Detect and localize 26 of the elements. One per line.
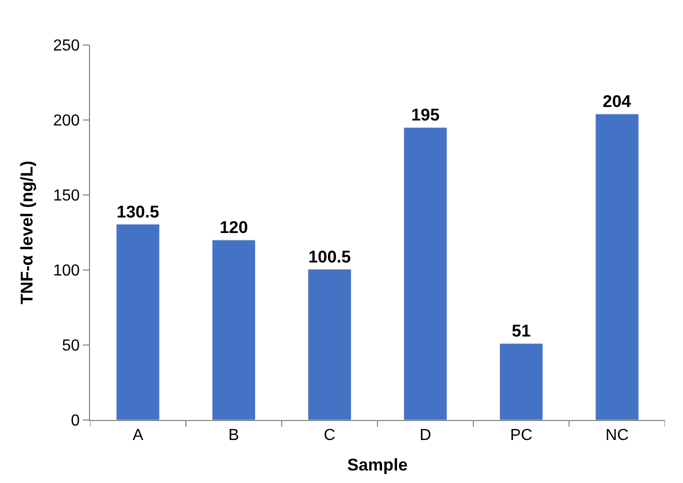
bar [499,343,544,420]
bar [404,127,448,420]
x-tick-label: D [420,427,432,444]
x-axis-title: Sample [347,456,408,475]
bar [595,114,639,420]
data-label: 120 [220,218,248,237]
data-label: 130.5 [116,202,160,222]
x-tick-label: B [228,427,240,444]
x-tick-label: NC [606,427,629,444]
data-label: 51 [512,322,531,340]
y-axis-title: TNF-α level (ng/L) [18,160,37,304]
data-label: 195 [411,106,440,124]
bar [212,240,256,420]
bar [308,269,352,420]
y-tick-label: 150 [53,188,80,205]
y-tick-label: 200 [53,112,80,130]
x-tick-label: C [324,427,336,444]
y-tick-label: 100 [53,262,80,280]
bar [116,224,160,420]
y-tick-label: 0 [70,412,80,430]
data-label: 204 [602,92,632,111]
y-tick-label: 250 [53,38,80,55]
x-tick-label: PC [510,427,532,444]
x-tick-label: A [132,427,144,444]
data-label: 100.5 [308,247,351,266]
y-tick-label: 50 [62,338,80,355]
